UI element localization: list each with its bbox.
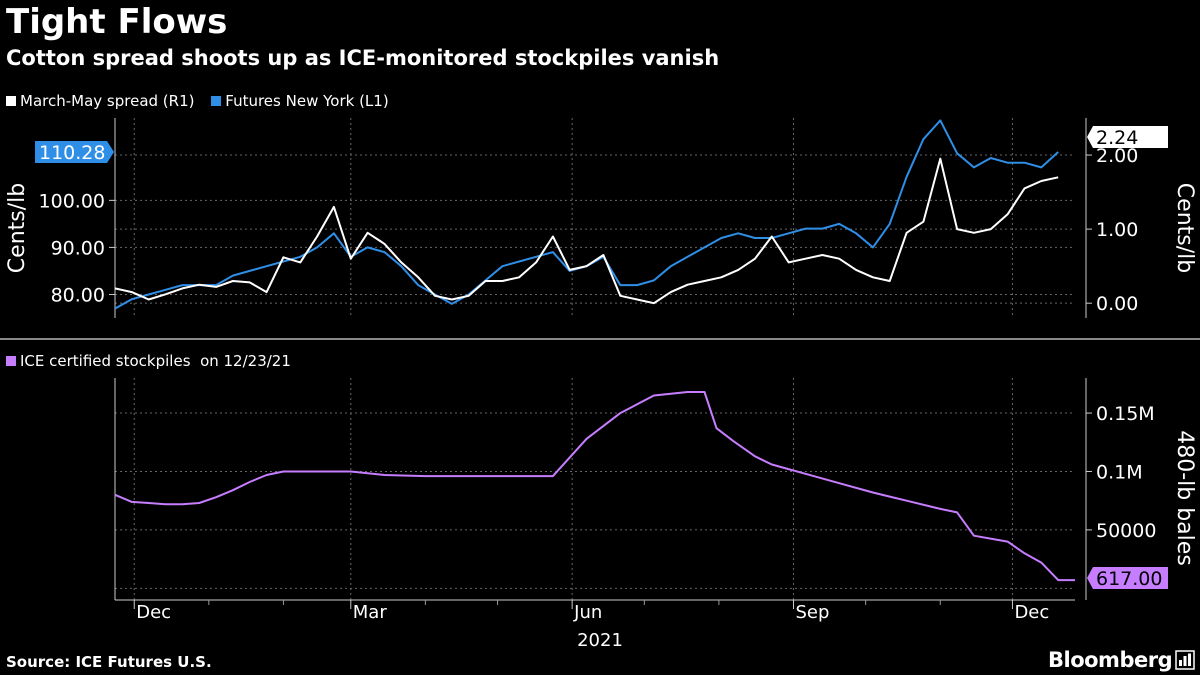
right-tick-label: 0.00 — [1096, 293, 1138, 315]
last-value-tag-stockpiles — [1087, 567, 1168, 589]
grid — [115, 118, 1075, 600]
legend-entry-futures: Futures New York (L1) — [211, 92, 389, 110]
axes — [0, 118, 1200, 609]
right-axis-title: Cents/lb — [1172, 183, 1197, 273]
legend-label-spread: March-May spread (R1) — [20, 92, 195, 110]
legend-swatch-stockpiles — [6, 356, 16, 366]
brand-logo: Bloomberg — [1048, 648, 1173, 672]
legend-entry-stockpiles: ICE certified stockpiles on 12/23/21 — [6, 352, 291, 370]
series-line-futures — [114, 119, 1059, 310]
left-tick-label: 90.00 — [51, 237, 105, 259]
last-value-tag-spread — [1087, 126, 1168, 148]
legend-date-stockpiles: on 12/23/21 — [200, 352, 291, 370]
last-value-label-spread: 2.24 — [1096, 127, 1138, 149]
x-tick-label: Mar — [353, 602, 388, 623]
x-tick-label: Dec — [1014, 602, 1049, 623]
right-axis-title-bottom: 480-lb bales — [1172, 430, 1197, 566]
series-line-spread — [114, 157, 1059, 305]
x-tick-label: Jun — [573, 602, 602, 623]
last-value-label-stockpiles: 617.00 — [1096, 568, 1162, 590]
last-value-tag-futures — [35, 140, 114, 163]
right-tick-label-bottom: 0.1M — [1096, 461, 1143, 483]
series-line-stockpiles — [114, 391, 1075, 582]
source-note: Source: ICE Futures U.S. — [6, 653, 212, 671]
x-tick-label: Sep — [795, 602, 829, 623]
last-value-label-futures: 110.28 — [39, 142, 105, 164]
legend-top: March-May spread (R1) Futures New York (… — [6, 92, 389, 110]
left-axis-title: Cents/lb — [5, 183, 30, 273]
labels: 80.00 90.00 100.00 0.00 1.00 2.00 50000 0.1M 0.1… — [5, 126, 1197, 651]
right-tick-label: 1.00 — [1096, 219, 1138, 241]
series — [114, 119, 1075, 582]
legend-swatch-futures — [211, 96, 222, 106]
legend-bottom: ICE certified stockpiles on 12/23/21 — [6, 352, 291, 370]
bloomberg-terminal-icon — [1175, 650, 1195, 670]
chart-title: Tight Flows — [6, 2, 228, 42]
right-tick-label: 2.00 — [1096, 145, 1138, 167]
right-tick-label-bottom: 50000 — [1096, 520, 1156, 542]
right-tick-label-bottom: 0.15M — [1096, 403, 1155, 425]
left-tick-label: 80.00 — [51, 284, 105, 306]
legend-label-futures: Futures New York (L1) — [225, 92, 389, 110]
x-year-label: 2021 — [577, 630, 623, 651]
legend-swatch-spread — [6, 96, 16, 106]
left-tick-label: 100.00 — [39, 190, 105, 212]
legend-label-stockpiles: ICE certified stockpiles — [20, 352, 191, 370]
chart-subtitle: Cotton spread shoots up as ICE-monitored… — [6, 46, 720, 70]
x-tick-label: Dec — [136, 602, 171, 623]
legend-entry-spread: March-May spread (R1) — [6, 92, 194, 110]
